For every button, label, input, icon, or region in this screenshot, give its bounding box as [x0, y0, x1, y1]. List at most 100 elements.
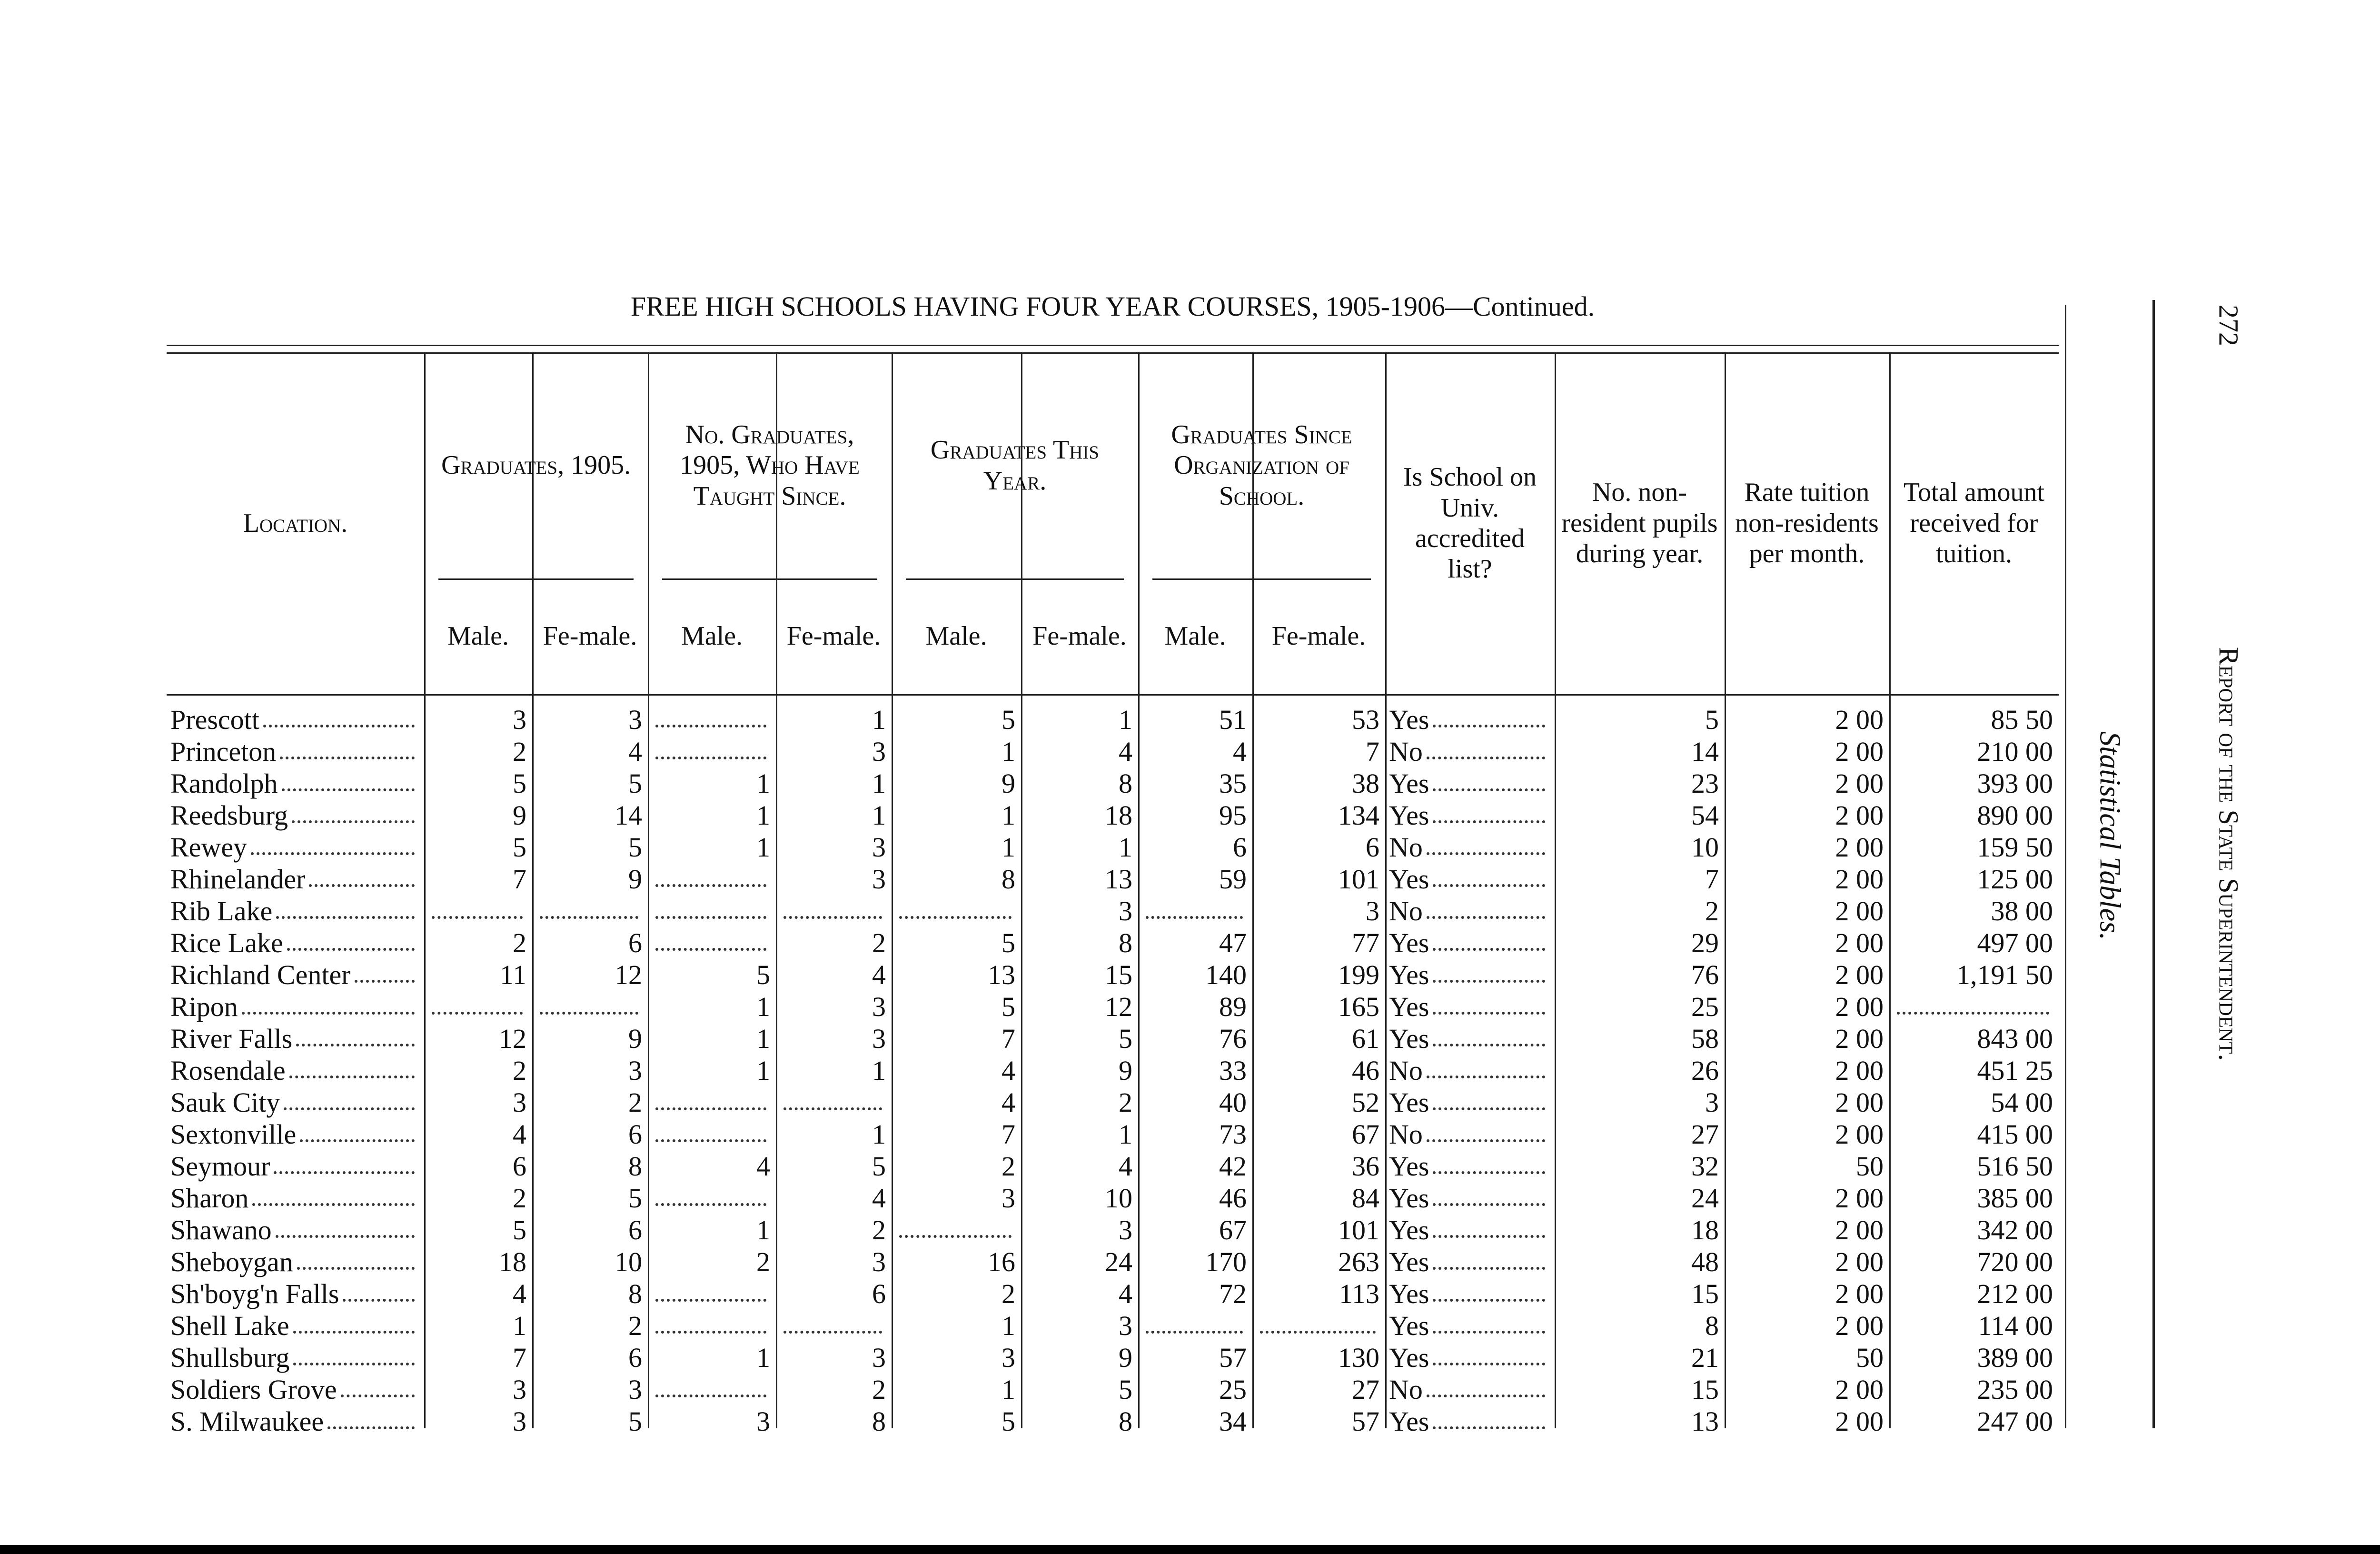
- data-cell: Yes: [1385, 991, 1555, 1023]
- data-cell: 1: [776, 704, 892, 736]
- data-cell: 4: [776, 959, 892, 991]
- cell-text: Soldiers Grove: [170, 1374, 337, 1405]
- cell-text: 2 00: [1835, 1055, 1884, 1086]
- cell-text: 342 00: [1977, 1215, 2053, 1245]
- data-cell: 5: [532, 767, 648, 799]
- data-cell: 1: [776, 1118, 892, 1150]
- column-rule: [892, 352, 893, 1428]
- cell-text: 57: [1352, 1406, 1379, 1437]
- cell-text: 8: [1705, 1310, 1719, 1341]
- cell-text: 58: [1691, 1023, 1719, 1054]
- cell-text: Rewey: [170, 832, 248, 863]
- data-cell: 3: [1021, 1310, 1138, 1342]
- cell-text: 2 00: [1835, 832, 1884, 863]
- cell-text: River Falls: [170, 1023, 293, 1054]
- data-cell: 32: [1555, 1150, 1725, 1182]
- rule: [438, 578, 634, 580]
- cell-text: 14: [615, 800, 642, 831]
- data-cell: 23: [1555, 767, 1725, 799]
- data-cell: 1: [892, 736, 1021, 767]
- cell-text: 38 00: [1991, 896, 2053, 926]
- cell-text: 9: [1119, 1342, 1132, 1373]
- data-cell: 2: [776, 1214, 892, 1246]
- data-cell: 5: [532, 831, 648, 863]
- data-cell: 4: [892, 1086, 1021, 1118]
- data-cell: 7: [424, 863, 532, 895]
- cell-text: 29: [1691, 927, 1719, 958]
- cell-text: 57: [1219, 1342, 1247, 1373]
- cell-text: 15: [1691, 1278, 1719, 1309]
- leader: [1433, 1086, 1545, 1110]
- data-cell: 27: [1555, 1118, 1725, 1150]
- data-cell: 415 00: [1889, 1118, 2059, 1150]
- cell-text: 8: [1119, 768, 1132, 799]
- cell-text: 51: [1219, 704, 1247, 735]
- data-cell: 5: [532, 1182, 648, 1214]
- data-cell: Yes: [1385, 1246, 1555, 1278]
- data-cell: 7: [424, 1342, 532, 1374]
- cell-text: 2: [513, 927, 526, 958]
- cell-text: Rosendale: [170, 1055, 286, 1086]
- rule: [2152, 300, 2155, 1428]
- data-cell: 2 00: [1725, 831, 1889, 863]
- data-cell: 114 00: [1889, 1310, 2059, 1342]
- data-cell: 3: [532, 1374, 648, 1405]
- cell-text: 2 00: [1835, 1374, 1884, 1405]
- cell-text: 10: [615, 1246, 642, 1277]
- data-cell: [776, 1310, 892, 1342]
- data-cell: 54 00: [1889, 1086, 2059, 1118]
- leader: [1433, 991, 1545, 1015]
- leader: [252, 1182, 415, 1206]
- data-cell: 3: [776, 1023, 892, 1055]
- leader: [1433, 1150, 1545, 1174]
- cell-text: 5: [1002, 927, 1015, 958]
- cell-text: 1: [1002, 800, 1015, 831]
- cell-text: 3: [756, 1406, 770, 1437]
- cell-text: Seymour: [170, 1151, 270, 1182]
- data-cell: 54: [1555, 799, 1725, 831]
- data-cell: 6: [776, 1278, 892, 1310]
- cell-text: 5: [1119, 1023, 1132, 1054]
- data-cell: 1: [892, 799, 1021, 831]
- data-cell: 6: [424, 1150, 532, 1182]
- data-cell: 2 00: [1725, 1214, 1889, 1246]
- leader: [540, 895, 638, 919]
- data-cell: 36: [1252, 1150, 1385, 1182]
- data-cell: 11: [424, 959, 532, 991]
- location-cell: Rosendale: [167, 1055, 424, 1086]
- data-cell: 6: [532, 927, 648, 959]
- cell-text: Randolph: [170, 768, 278, 799]
- cell-text: 6: [628, 1342, 642, 1373]
- cell-text: 10: [1105, 1183, 1132, 1214]
- data-cell: 3: [424, 704, 532, 736]
- location-cell: Randolph: [167, 767, 424, 799]
- column-header: Total amount received for tuition.: [1903, 478, 2045, 569]
- cell-text: 159 50: [1977, 832, 2053, 863]
- cell-text: 3: [872, 864, 886, 895]
- data-cell: 2: [424, 736, 532, 767]
- cell-text: 13: [1105, 864, 1132, 895]
- cell-text: 47: [1219, 927, 1247, 958]
- leader: [1433, 1214, 1545, 1238]
- cell-text: No: [1389, 896, 1423, 926]
- data-cell: 1: [776, 1055, 892, 1086]
- column-rule: [1138, 352, 1140, 1428]
- cell-text: 3: [628, 1055, 642, 1086]
- leader: [293, 1342, 415, 1365]
- data-cell: 3: [892, 1182, 1021, 1214]
- cell-text: 3: [1002, 1183, 1015, 1214]
- cell-text: 3: [872, 1342, 886, 1373]
- data-cell: 5: [648, 959, 776, 991]
- cell-text: 15: [1691, 1374, 1719, 1405]
- cell-text: Rice Lake: [170, 927, 283, 958]
- data-cell: [648, 736, 776, 767]
- leader: [655, 1182, 766, 1206]
- cell-text: 4: [1002, 1087, 1015, 1118]
- data-cell: [424, 895, 532, 927]
- data-cell: 6: [1138, 831, 1252, 863]
- leader: [1433, 1405, 1545, 1429]
- cell-text: Yes: [1389, 1278, 1429, 1309]
- cell-text: 6: [628, 1215, 642, 1245]
- data-cell: 3: [776, 736, 892, 767]
- data-cell: 9: [1021, 1342, 1138, 1374]
